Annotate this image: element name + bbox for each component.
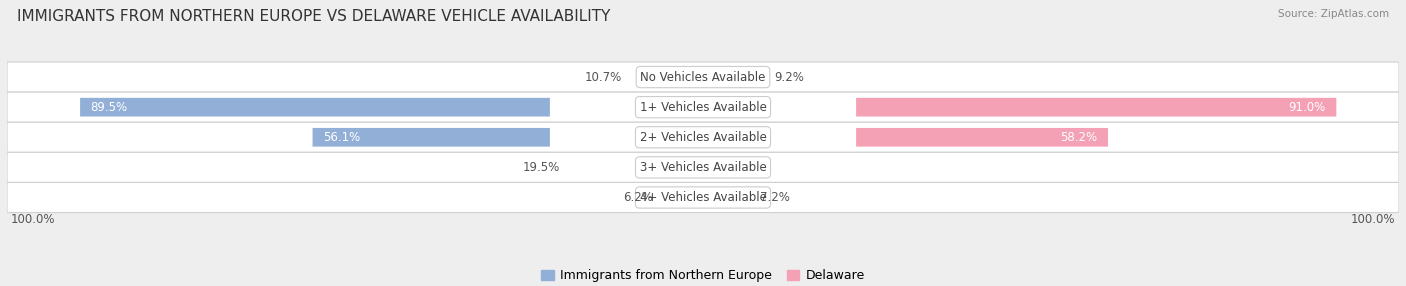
FancyBboxPatch shape (7, 182, 1399, 212)
Text: 21.5%: 21.5% (806, 161, 842, 174)
FancyBboxPatch shape (7, 92, 1399, 122)
Text: 91.0%: 91.0% (1289, 101, 1326, 114)
Text: 58.2%: 58.2% (1060, 131, 1098, 144)
Text: 7.2%: 7.2% (761, 191, 790, 204)
Text: 4+ Vehicles Available: 4+ Vehicles Available (640, 191, 766, 204)
FancyBboxPatch shape (80, 98, 550, 116)
FancyBboxPatch shape (7, 122, 1399, 152)
FancyBboxPatch shape (856, 128, 1108, 147)
FancyBboxPatch shape (7, 152, 1399, 182)
Text: 9.2%: 9.2% (773, 71, 804, 84)
Legend: Immigrants from Northern Europe, Delaware: Immigrants from Northern Europe, Delawar… (541, 269, 865, 282)
Text: 19.5%: 19.5% (523, 161, 561, 174)
Text: 10.7%: 10.7% (585, 71, 621, 84)
Text: 89.5%: 89.5% (90, 101, 128, 114)
Text: 1+ Vehicles Available: 1+ Vehicles Available (640, 101, 766, 114)
Text: 56.1%: 56.1% (323, 131, 360, 144)
Text: 2+ Vehicles Available: 2+ Vehicles Available (640, 131, 766, 144)
FancyBboxPatch shape (7, 62, 1399, 92)
Text: 100.0%: 100.0% (1351, 213, 1396, 226)
Text: No Vehicles Available: No Vehicles Available (640, 71, 766, 84)
Text: 6.2%: 6.2% (623, 191, 652, 204)
FancyBboxPatch shape (312, 128, 550, 147)
Text: IMMIGRANTS FROM NORTHERN EUROPE VS DELAWARE VEHICLE AVAILABILITY: IMMIGRANTS FROM NORTHERN EUROPE VS DELAW… (17, 9, 610, 23)
Text: Source: ZipAtlas.com: Source: ZipAtlas.com (1278, 9, 1389, 19)
Text: 100.0%: 100.0% (10, 213, 55, 226)
Text: 3+ Vehicles Available: 3+ Vehicles Available (640, 161, 766, 174)
FancyBboxPatch shape (856, 98, 1336, 116)
